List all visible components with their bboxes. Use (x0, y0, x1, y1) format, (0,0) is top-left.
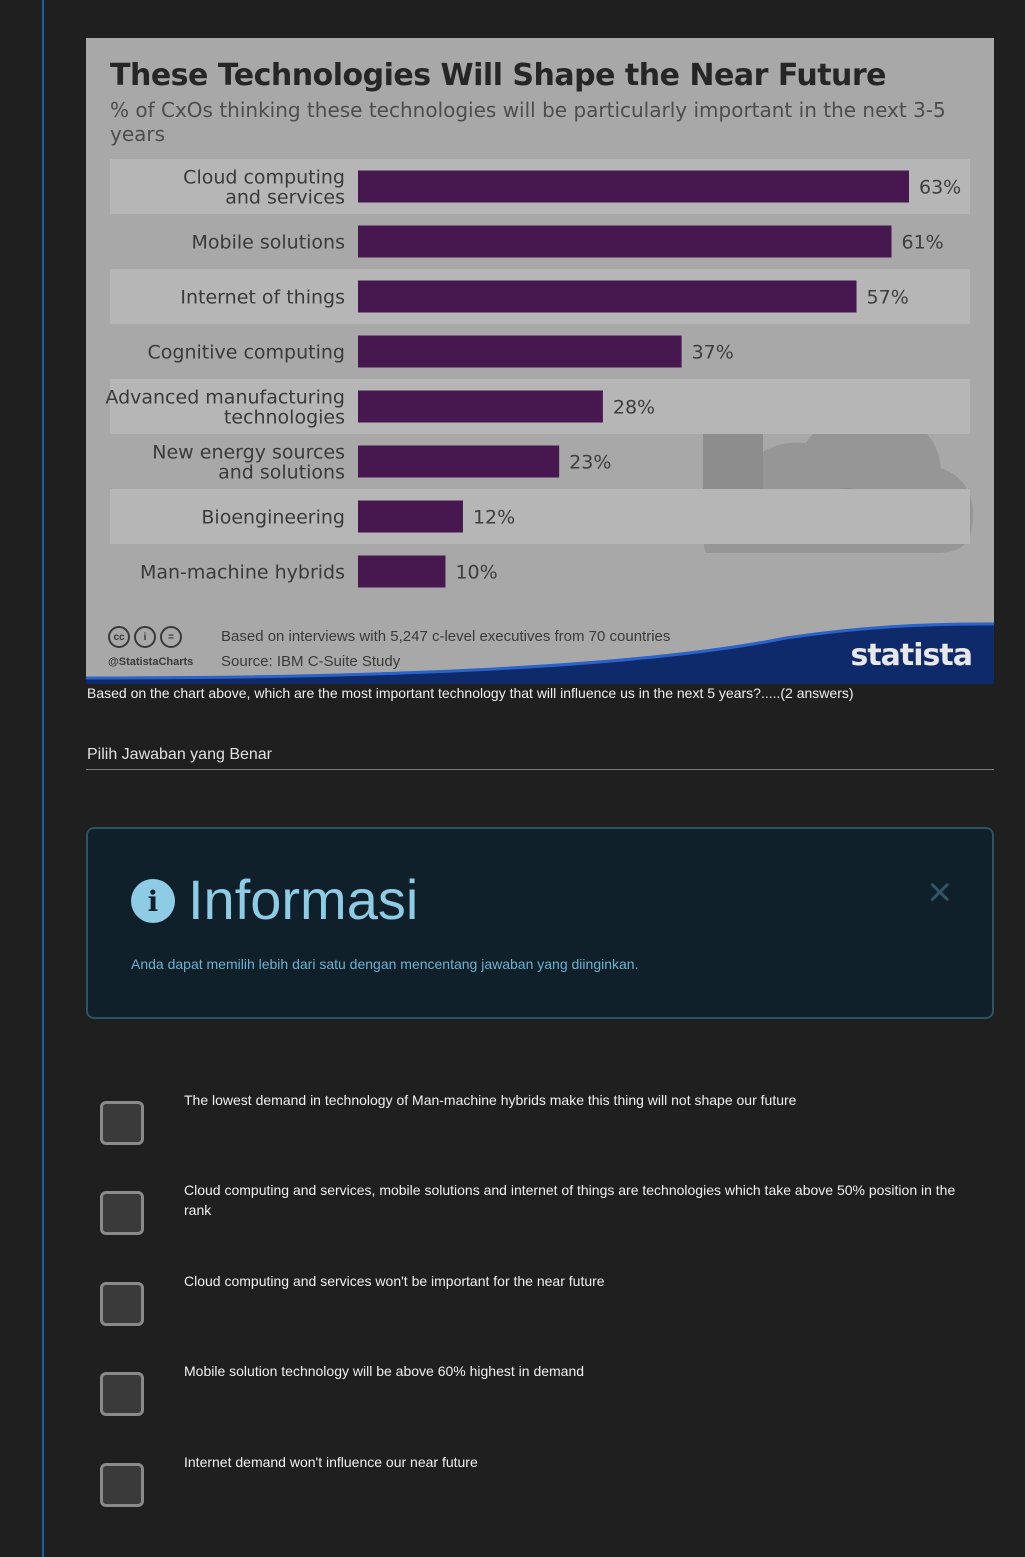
chart-bar (358, 500, 463, 533)
chart-category-label: and solutions (218, 462, 345, 484)
chart-title: These Technologies Will Shape the Near F… (110, 58, 887, 93)
info-circle-icon: i (131, 879, 175, 923)
chart-category-label: technologies (224, 407, 345, 429)
answer-checkbox[interactable] (100, 1101, 144, 1145)
chart-bar (358, 390, 603, 423)
chart-value-label: 37% (692, 342, 734, 364)
chart-bar (358, 170, 909, 203)
license-icons: cc i = (108, 626, 182, 648)
answer-text: Internet demand won't influence our near… (184, 1454, 478, 1470)
chart-bar (358, 445, 560, 478)
answer-text: The lowest demand in technology of Man-m… (184, 1092, 797, 1108)
info-text: Anda dapat memilih lebih dari satu denga… (131, 956, 639, 972)
chart-value-label: 63% (919, 177, 961, 199)
phone-icon (703, 413, 763, 513)
chart-category-label: Internet of things (180, 287, 345, 309)
chart-category-label: Mobile solutions (191, 232, 345, 254)
chart-category-label: Bioengineering (201, 507, 345, 529)
chart-value-label: 10% (455, 562, 497, 584)
chart-category-label: Cognitive computing (148, 342, 346, 364)
chart-image: These Technologies Will Shape the Near F… (86, 38, 994, 684)
answer-checkbox[interactable] (100, 1372, 144, 1416)
left-accent-rule (42, 0, 44, 1557)
chart-category-label: Advanced manufacturing (105, 387, 345, 409)
chart-bar (358, 280, 857, 313)
chart-value-label: 28% (613, 397, 655, 419)
answer-checkbox[interactable] (100, 1282, 144, 1326)
answer-text: Cloud computing and services, mobile sol… (184, 1182, 956, 1218)
cc-icon: cc (108, 626, 130, 648)
chart-value-label: 12% (473, 507, 515, 529)
chart-value-label: 57% (867, 287, 909, 309)
statista-logo: statista (850, 638, 973, 673)
chart-category-label: New energy sources (152, 442, 345, 464)
choose-answer-label: Pilih Jawaban yang Benar (87, 746, 273, 763)
answer-text: Cloud computing and services won't be im… (184, 1273, 605, 1289)
divider (86, 769, 994, 770)
chart-source: Source: IBM C-Suite Study (221, 653, 401, 670)
info-alert: i Informasi × Anda dapat memilih lebih d… (86, 827, 994, 1019)
chart-value-label: 23% (569, 452, 611, 474)
chart-subtitle: % of CxOs thinking these technologies wi… (110, 98, 946, 146)
question-text: Based on the chart above, which are the … (87, 685, 854, 701)
chart-category-label: Cloud computing (183, 167, 345, 189)
chart-bar (358, 555, 446, 588)
no-derivatives-icon: = (160, 626, 182, 648)
chart-value-label: 61% (902, 232, 944, 254)
chart-category-label: Man-machine hybrids (140, 562, 345, 584)
chart-bar (358, 225, 892, 258)
close-icon[interactable]: × (927, 868, 952, 915)
answer-checkbox[interactable] (100, 1191, 144, 1235)
answer-text: Mobile solution technology will be above… (184, 1363, 585, 1379)
answer-checkbox[interactable] (100, 1463, 144, 1507)
attribution-icon: i (134, 626, 156, 648)
chart-bar (358, 335, 682, 368)
footer-swoosh-line (86, 622, 994, 680)
info-title: Informasi (188, 868, 419, 931)
chart-category-label: and services (225, 187, 345, 209)
footer-swoosh (86, 623, 994, 684)
chart-handle: @StatistaCharts (108, 656, 194, 668)
chart-note: Based on interviews with 5,247 c-level e… (221, 628, 671, 645)
chart-row-band (110, 489, 970, 544)
